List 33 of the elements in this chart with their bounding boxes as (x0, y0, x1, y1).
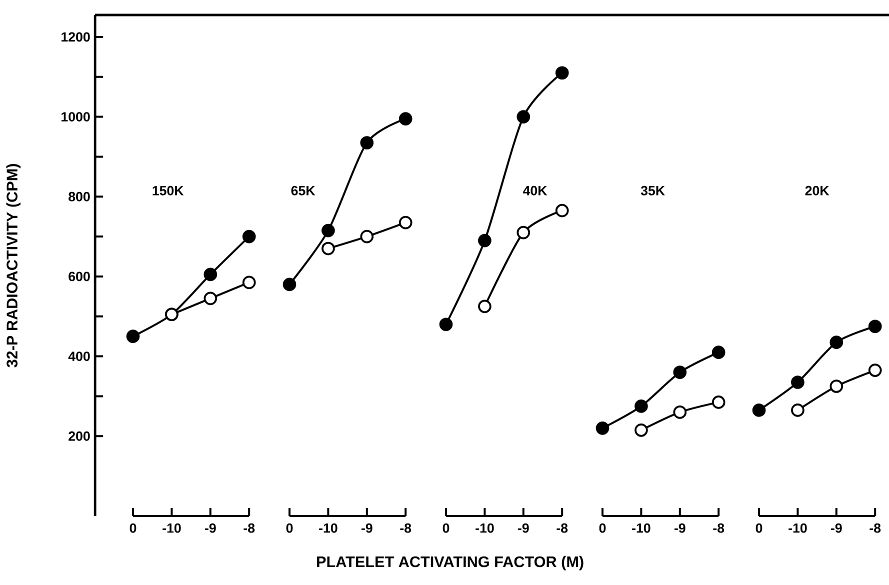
text: 150K (152, 186, 184, 196)
y-axis-title: 32-P RADIOACTIVITY (CPM) (6, 164, 21, 368)
y-tick-label: 1000 (62, 112, 90, 122)
x-axis-title: PLATELET ACTIVATING FACTOR (M) (317, 556, 584, 570)
x-tick-label: 0 (130, 523, 136, 533)
y-tick-label: 200 (68, 431, 90, 441)
text: 35K (640, 186, 665, 196)
x-tick-label: -9 (361, 523, 372, 533)
x-tick-label: -10 (162, 523, 181, 533)
x-tick-label: 0 (286, 523, 293, 533)
x-tick-label: -9 (674, 523, 686, 533)
x-tick-label: -9 (518, 523, 529, 533)
y-tick-label: 1200 (62, 32, 90, 42)
text: 20K (805, 186, 830, 196)
x-tick-label: 0 (599, 523, 606, 533)
x-tick-label: -8 (556, 523, 568, 533)
x-tick-label: -9 (830, 523, 842, 533)
text: 65K (291, 186, 316, 196)
text: 40K (522, 186, 548, 196)
x-tick-label: -8 (713, 523, 724, 533)
x-tick-label: 0 (756, 523, 762, 533)
y-tick-label: 600 (68, 272, 90, 282)
y-tick-label: 800 (68, 192, 90, 202)
x-tick-label: -8 (400, 523, 412, 533)
x-tick-label: -9 (205, 523, 216, 533)
x-tick-label: 0 (442, 523, 450, 533)
y-tick-label: 400 (68, 352, 90, 362)
x-tick-label: -8 (870, 523, 881, 533)
x-tick-label: -10 (788, 523, 807, 533)
x-tick-label: -10 (319, 523, 338, 533)
x-tick-label: -8 (244, 523, 255, 533)
x-tick-label: -10 (476, 523, 494, 533)
x-tick-label: -10 (632, 523, 650, 533)
